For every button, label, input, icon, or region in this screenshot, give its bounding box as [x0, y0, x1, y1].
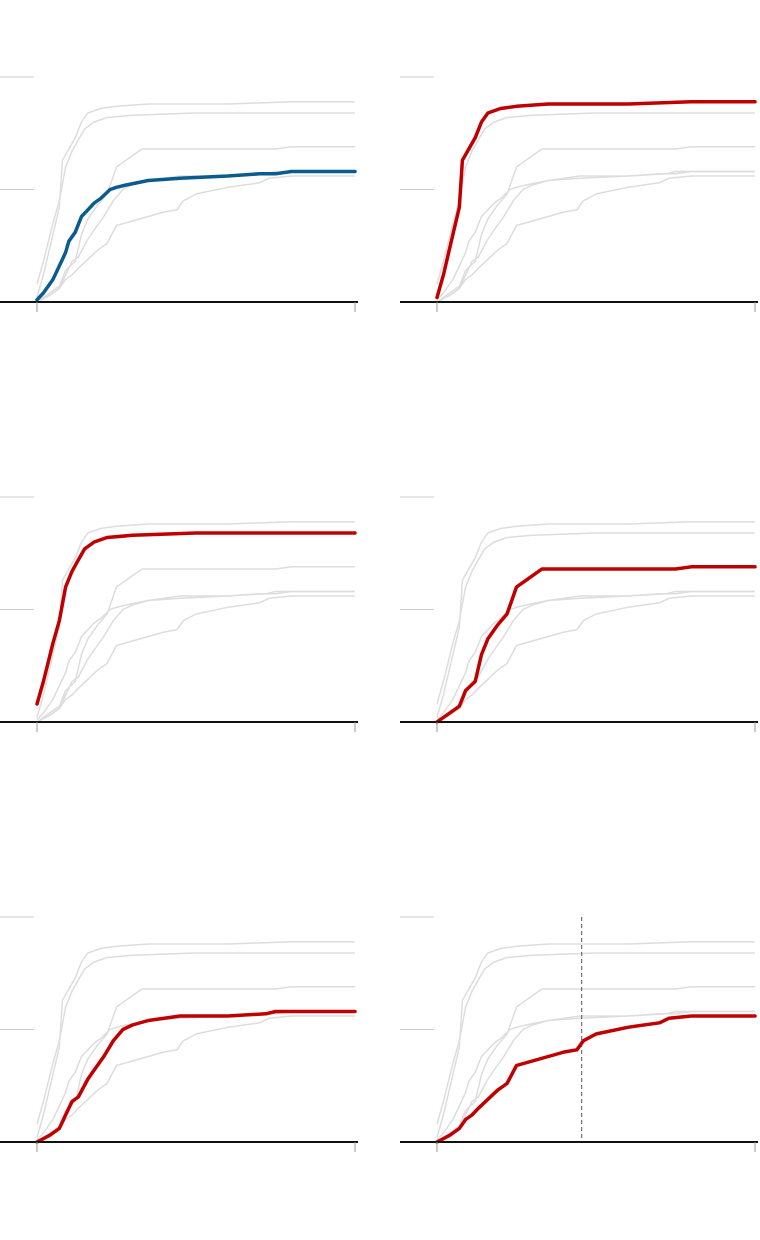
highlight-line-s4	[435, 565, 757, 724]
context-line-s6	[36, 595, 355, 723]
context-line-s4	[36, 566, 355, 723]
context-line-s2	[36, 521, 355, 718]
panel-5	[0, 916, 358, 1152]
context-line-s3	[436, 532, 755, 705]
panel-2	[400, 76, 758, 312]
highlight-line-s1	[35, 169, 357, 302]
context-line-s1	[36, 590, 355, 721]
context-line-s3	[36, 952, 355, 1125]
context-line-s5	[436, 170, 755, 303]
context-line-s5	[36, 170, 355, 303]
highlight-line-s6	[435, 1014, 757, 1144]
context-line-s3	[436, 112, 755, 285]
context-line-s2	[436, 941, 755, 1138]
context-line-s6	[36, 175, 355, 303]
panel-3	[0, 496, 358, 732]
context-line-s2	[36, 101, 355, 298]
context-line-s1	[36, 1010, 355, 1141]
context-line-s4	[436, 146, 755, 303]
highlight-line-s2	[435, 100, 757, 300]
context-line-s1	[436, 590, 755, 721]
context-line-s1	[436, 170, 755, 301]
context-line-s2	[436, 521, 755, 718]
panel-6	[400, 916, 758, 1152]
panel-4	[400, 496, 758, 732]
context-line-s5	[436, 1010, 755, 1143]
context-line-s6	[36, 1015, 355, 1143]
highlight-line-s5	[35, 1009, 357, 1144]
context-line-s5	[36, 590, 355, 723]
context-line-s3	[36, 112, 355, 285]
context-line-s2	[36, 941, 355, 1138]
context-line-s6	[436, 175, 755, 303]
highlight-line-s3	[35, 531, 357, 706]
context-line-s6	[436, 595, 755, 723]
context-line-s5	[436, 590, 755, 723]
panel-1	[0, 76, 358, 312]
context-line-s4	[436, 986, 755, 1143]
context-line-s1	[436, 1010, 755, 1141]
context-line-s3	[436, 952, 755, 1125]
